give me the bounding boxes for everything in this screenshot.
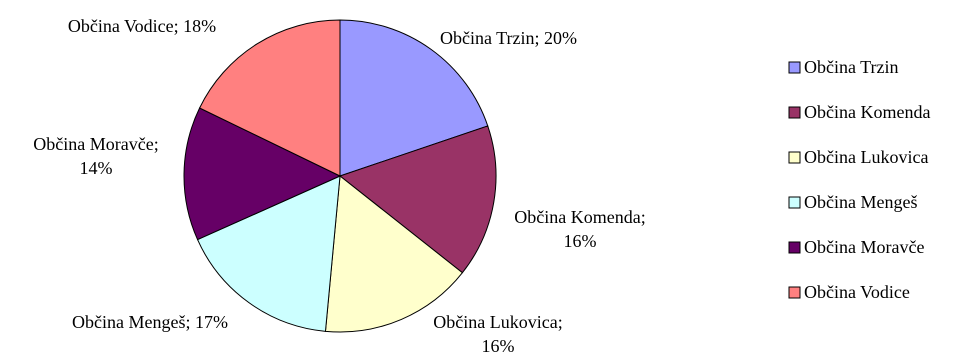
legend-swatch [788, 106, 801, 119]
legend-label: Občina Komenda [804, 102, 930, 122]
pie-slice-5 [183, 107, 342, 241]
legend-swatch [788, 61, 801, 74]
legend-item: Občina Mengeš [788, 192, 917, 212]
pie-slice-4 [196, 175, 341, 332]
legend-item: Občina Lukovica [788, 147, 928, 167]
slice-data-label: Občina Vodice; 18% [68, 16, 216, 36]
legend-label: Občina Trzin [804, 57, 899, 77]
legend-item: Občina Vodice [788, 282, 910, 302]
slice-labels: Občina Trzin; 20% Občina Komenda; 16% Občin… [33, 16, 645, 353]
legend-item: Občina Trzin [788, 57, 899, 77]
pie-slice-1 [339, 19, 489, 177]
legend-label: Občina Moravče [804, 237, 924, 257]
slice-data-label: Občina Lukovica; 16% [433, 312, 562, 353]
legend: Občina Trzin Občina Komenda Občina Lukovic… [788, 57, 930, 302]
slice-data-label: Občina Mengeš; 17% [72, 312, 228, 332]
legend-label: Občina Mengeš [804, 192, 917, 212]
pie-slice-6 [198, 19, 341, 177]
legend-item: Občina Moravče [788, 237, 924, 257]
legend-item: Občina Komenda [788, 102, 930, 122]
slice-data-label: Občina Moravče; 14% [33, 134, 158, 178]
pie-slices [183, 19, 497, 333]
slice-data-label: Občina Trzin; 20% [440, 28, 577, 48]
legend-swatch [788, 196, 801, 209]
legend-swatch [788, 151, 801, 164]
pie-slice-2 [338, 125, 497, 274]
legend-swatch [788, 286, 801, 299]
legend-swatch [788, 241, 801, 254]
pie-slice-3 [324, 175, 464, 333]
slice-data-label: Občina Komenda; 16% [514, 207, 645, 251]
legend-label: Občina Lukovica [804, 147, 928, 167]
legend-label: Občina Vodice [804, 282, 910, 302]
